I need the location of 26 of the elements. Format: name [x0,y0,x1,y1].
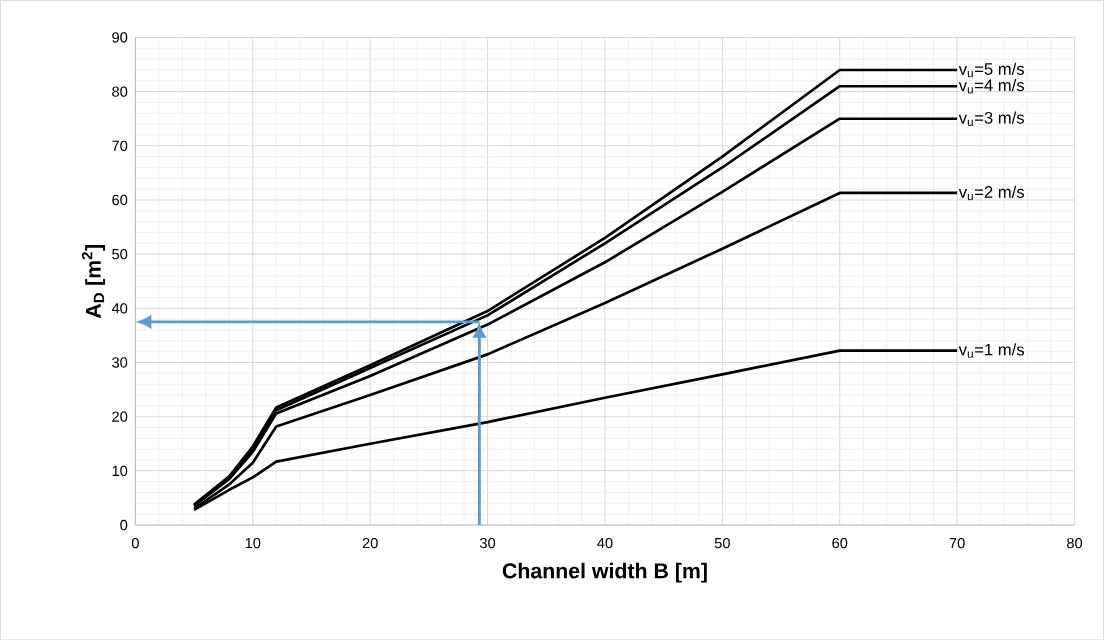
series-label: v$_{u}$=1 m/s [958,343,1025,358]
x-tick-label: 80 [1067,537,1083,549]
y-tick-label: 0 [120,519,128,530]
y-axis-title: A$_{D}$ [m$^{2}$] [81,244,106,318]
x-tick-label: 30 [479,537,496,549]
y-tick-label: 30 [112,357,128,368]
y-tick-label: 50 [112,248,128,260]
x-axis-title: Channel width B [m] [502,562,707,583]
y-tick-label: 40 [111,302,128,314]
x-tick-label: 50 [714,537,730,549]
y-tick-label: 70 [112,140,128,151]
y-tick-label: 10 [112,465,128,476]
x-tick-label: 40 [597,537,613,549]
series-label: v$_{u}$=3 m/s [958,111,1025,126]
y-tick-label: 90 [112,32,128,43]
x-tick-label: 70 [949,537,965,549]
y-tick-label: 60 [112,194,128,205]
x-tick-label: 20 [362,537,378,549]
y-tick-label: 20 [112,411,128,422]
series-label: v$_{u}$=5 m/s [958,62,1025,78]
x-tick-label: 60 [832,537,848,549]
series-label: v$_{u}$=4 m/s [958,78,1025,94]
x-tick-label: 10 [245,537,261,549]
x-tick-label: 0 [131,537,139,549]
series-label: v$_{u}$=2 m/s [958,185,1025,201]
y-tick-label: 80 [112,86,128,97]
